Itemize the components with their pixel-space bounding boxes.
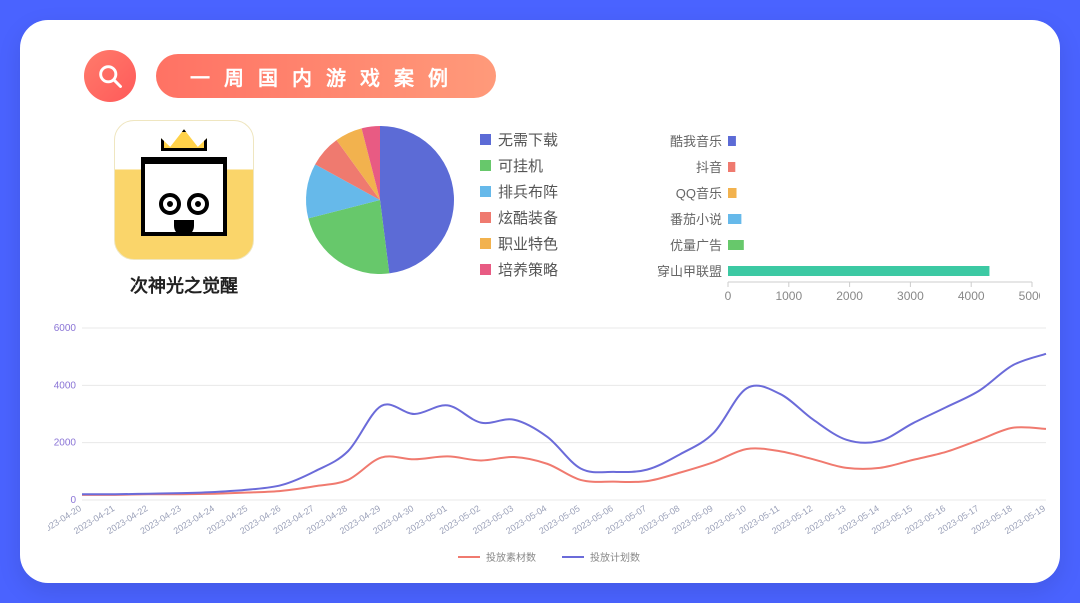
line-legend: 投放素材数 投放计划数 xyxy=(458,549,640,564)
hbar-xtick-label: 5000 xyxy=(1019,289,1040,303)
hbar-category-label: 酷我音乐 xyxy=(670,134,722,149)
legend-label: 职业特色 xyxy=(498,233,558,254)
pie-chart xyxy=(300,120,460,280)
app-icon xyxy=(114,120,254,260)
page-title: 一周国内游戏案例 xyxy=(156,54,496,98)
hbar-bar xyxy=(728,266,989,276)
legend-swatch xyxy=(562,556,584,558)
hbar-category-label: 穿山甲联盟 xyxy=(657,264,722,279)
hbar-bar xyxy=(728,240,744,250)
header: 一周国内游戏案例 xyxy=(84,50,496,102)
line-legend-item: 投放计划数 xyxy=(562,549,640,564)
legend-label: 排兵布阵 xyxy=(498,181,558,202)
main-card: 一周国内游戏案例 次神光之觉醒 无需下载可挂机排兵布阵炫酷装备职业特色培养策略 … xyxy=(20,20,1060,583)
pie-legend-item: 炫酷装备 xyxy=(480,204,558,230)
pie-legend-item: 可挂机 xyxy=(480,152,558,178)
line-ytick-label: 2000 xyxy=(54,438,77,449)
hbar-bar xyxy=(728,162,735,172)
legend-label: 炫酷装备 xyxy=(498,207,558,228)
line-series xyxy=(82,427,1046,495)
legend-label: 投放素材数 xyxy=(486,549,536,564)
page-title-text: 一周国内游戏案例 xyxy=(190,62,462,91)
hbar-bar xyxy=(728,136,736,146)
legend-swatch xyxy=(480,212,491,223)
line-chart: 02000400060002023-04-202023-04-212023-04… xyxy=(48,320,1050,566)
hbar-xtick-label: 4000 xyxy=(958,289,985,303)
pie-legend-item: 排兵布阵 xyxy=(480,178,558,204)
app-name: 次神光之觉醒 xyxy=(94,272,274,298)
hbar-category-label: QQ音乐 xyxy=(676,186,722,201)
legend-swatch xyxy=(480,134,491,145)
search-icon xyxy=(84,50,136,102)
hbar-xtick-label: 0 xyxy=(725,289,732,303)
legend-label: 投放计划数 xyxy=(590,549,640,564)
hbar-bar xyxy=(728,188,737,198)
hbar-xtick-label: 3000 xyxy=(897,289,924,303)
legend-label: 可挂机 xyxy=(498,155,543,176)
hbar-category-label: 番茄小说 xyxy=(670,212,722,227)
line-legend-item: 投放素材数 xyxy=(458,549,536,564)
pie-legend-item: 培养策略 xyxy=(480,256,558,282)
hbar-xtick-label: 1000 xyxy=(775,289,802,303)
legend-swatch xyxy=(480,186,491,197)
legend-label: 培养策略 xyxy=(498,259,558,280)
hbar-category-label: 优量广告 xyxy=(670,238,722,253)
legend-swatch xyxy=(480,264,491,275)
line-ytick-label: 4000 xyxy=(54,380,77,391)
legend-swatch xyxy=(480,160,491,171)
legend-swatch xyxy=(458,556,480,558)
pie-slice xyxy=(380,126,454,273)
legend-swatch xyxy=(480,238,491,249)
hbar-chart: 酷我音乐抖音 QQ音乐番茄小说优量广告穿山甲联盟0 1000 2000 3000 4000… xyxy=(630,128,1040,314)
pie-legend-item: 职业特色 xyxy=(480,230,558,256)
pie-legend-item: 无需下载 xyxy=(480,126,558,152)
hbar-xtick-label: 2000 xyxy=(836,289,863,303)
legend-label: 无需下载 xyxy=(498,129,558,150)
hbar-bar xyxy=(728,214,741,224)
hbar-category-label: 抖音 xyxy=(696,160,722,175)
app-block: 次神光之觉醒 xyxy=(94,120,274,298)
line-ytick-label: 6000 xyxy=(54,323,77,334)
pie-legend: 无需下载可挂机排兵布阵炫酷装备职业特色培养策略 xyxy=(480,126,558,282)
